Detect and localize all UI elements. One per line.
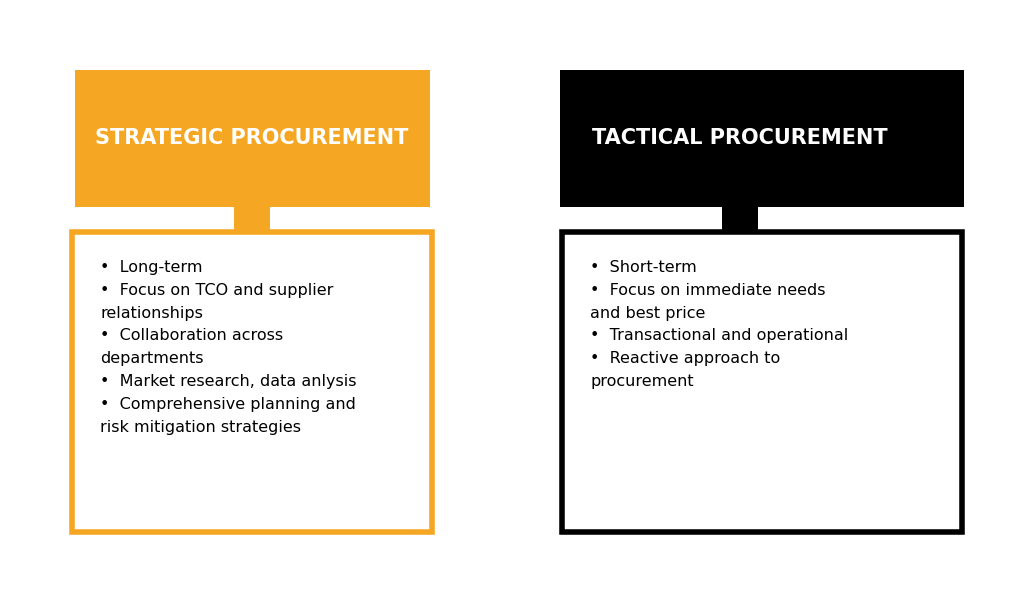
- Text: •  Short-term
•  Focus on immediate needs
and best price
•  Transactional and op: • Short-term • Focus on immediate needs …: [590, 260, 848, 389]
- Polygon shape: [234, 207, 270, 232]
- FancyBboxPatch shape: [562, 232, 962, 532]
- Polygon shape: [560, 70, 964, 207]
- FancyBboxPatch shape: [72, 232, 432, 532]
- Text: •  Long-term
•  Focus on TCO and supplier
relationships
•  Collaboration across
: • Long-term • Focus on TCO and supplier …: [100, 260, 356, 435]
- Polygon shape: [75, 70, 430, 207]
- Text: TACTICAL PROCUREMENT: TACTICAL PROCUREMENT: [592, 128, 888, 149]
- Text: STRATEGIC PROCUREMENT: STRATEGIC PROCUREMENT: [95, 128, 409, 149]
- Polygon shape: [722, 207, 758, 232]
